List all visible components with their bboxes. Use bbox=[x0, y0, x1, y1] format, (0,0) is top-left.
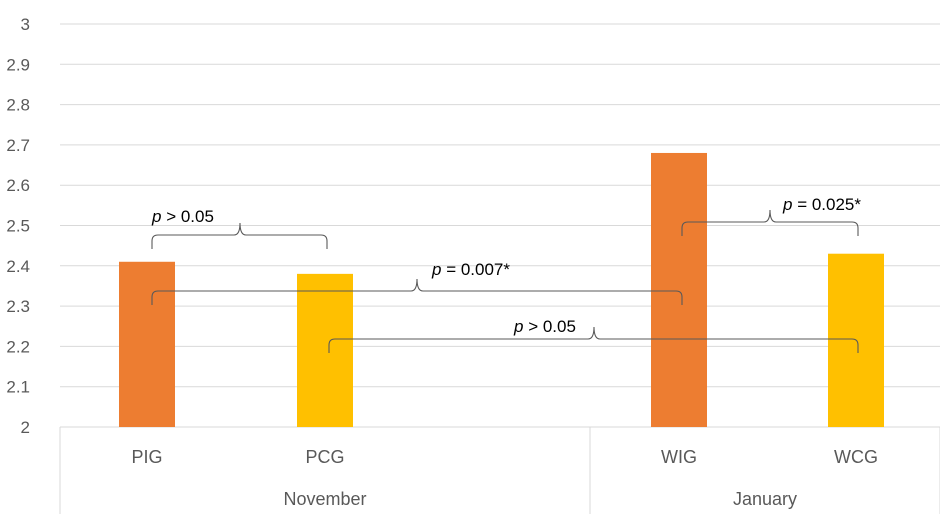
p-value-label: p = 0.007* bbox=[431, 260, 510, 279]
comparison-bracket bbox=[151, 278, 683, 305]
comparison-bracket bbox=[151, 222, 328, 249]
x-tick-label: WCG bbox=[834, 447, 878, 467]
p-value-label: p = 0.025* bbox=[782, 195, 861, 214]
p-value-label: p > 0.05 bbox=[151, 207, 214, 226]
y-tick-label: 2.3 bbox=[6, 297, 30, 316]
p-value-text: > 0.05 bbox=[161, 207, 213, 226]
y-tick-label: 2.9 bbox=[6, 55, 30, 74]
bar-wig bbox=[651, 152, 707, 427]
group-label: January bbox=[733, 489, 797, 509]
p-symbol: p bbox=[151, 207, 161, 226]
y-tick-label: 2.4 bbox=[6, 257, 30, 276]
y-tick-label: 2.6 bbox=[6, 176, 30, 195]
p-value-text: = 0.007* bbox=[441, 260, 510, 279]
p-symbol: p bbox=[513, 317, 523, 336]
p-value-text: = 0.025* bbox=[792, 195, 861, 214]
x-tick-label: PCG bbox=[305, 447, 344, 467]
y-tick-label: 2.2 bbox=[6, 337, 30, 356]
y-tick-label: 2.8 bbox=[6, 96, 30, 115]
bar-pcg bbox=[297, 273, 353, 427]
y-tick-label: 2.5 bbox=[6, 217, 30, 236]
x-tick-label: WIG bbox=[661, 447, 697, 467]
x-tick-label: PIG bbox=[131, 447, 162, 467]
y-tick-label: 2 bbox=[21, 418, 30, 437]
p-symbol: p bbox=[782, 195, 792, 214]
p-value-label: p > 0.05 bbox=[513, 317, 576, 336]
comparison-bracket bbox=[681, 209, 859, 236]
bar-pig bbox=[119, 261, 175, 427]
y-tick-label: 3 bbox=[21, 15, 30, 34]
group-label: November bbox=[283, 489, 366, 509]
y-tick-label: 2.7 bbox=[6, 136, 30, 155]
y-tick-label: 2.1 bbox=[6, 378, 30, 397]
p-value-text: > 0.05 bbox=[523, 317, 575, 336]
p-symbol: p bbox=[431, 260, 441, 279]
comparison-bracket bbox=[328, 326, 859, 353]
